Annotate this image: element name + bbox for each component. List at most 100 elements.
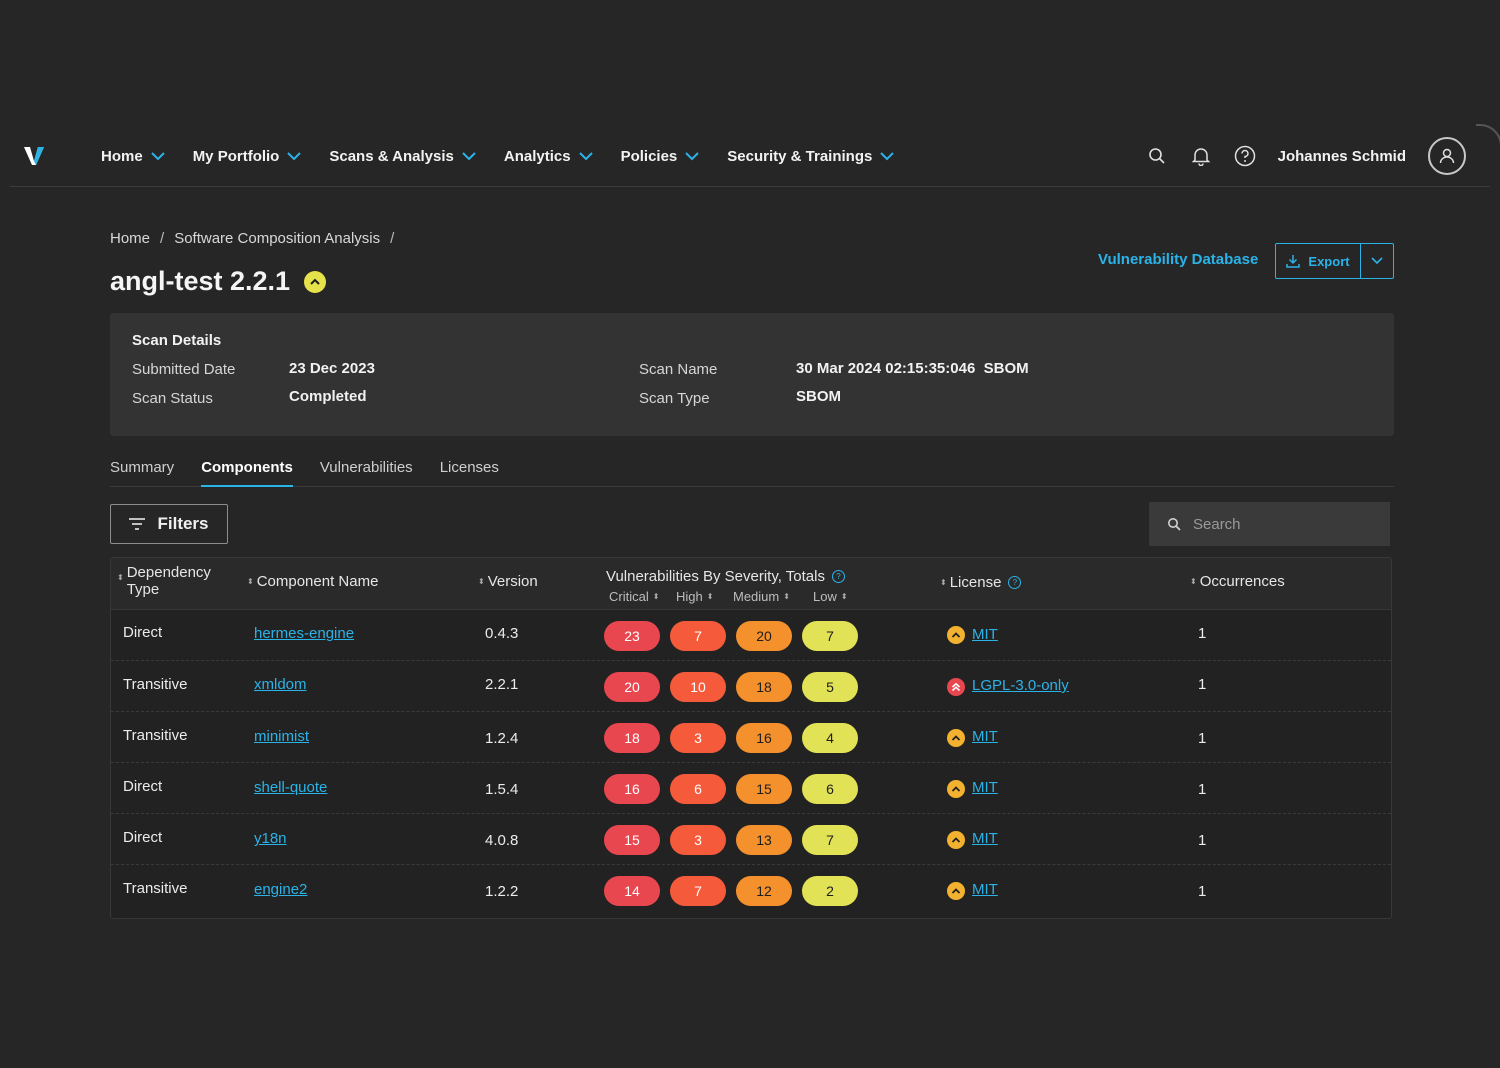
header-critical-label: Critical: [609, 589, 649, 604]
medium-count-pill[interactable]: 18: [736, 672, 792, 702]
cell-license-link[interactable]: MIT: [972, 779, 998, 796]
nav-scans-analysis[interactable]: Scans & Analysis: [329, 148, 476, 165]
export-button-group: Export: [1275, 243, 1394, 279]
header-component-name[interactable]: ⬍ Component Name: [247, 573, 378, 590]
sort-icon: ⬍: [117, 573, 124, 582]
tab-summary[interactable]: Summary: [110, 459, 175, 476]
high-count-pill[interactable]: 3: [670, 825, 726, 855]
nav-analytics[interactable]: Analytics: [504, 148, 593, 165]
critical-count-pill[interactable]: 20: [604, 672, 660, 702]
nav-my-portfolio[interactable]: My Portfolio: [193, 148, 302, 165]
high-count-pill[interactable]: 10: [670, 672, 726, 702]
bell-icon[interactable]: [1190, 145, 1212, 167]
cell-license-link[interactable]: MIT: [972, 728, 998, 745]
chevron-down-icon: [462, 152, 476, 161]
cell-component-name-link[interactable]: xmldom: [254, 676, 307, 693]
main-menu: Home My Portfolio Scans & Analysis Analy…: [101, 126, 922, 186]
high-count-pill[interactable]: 7: [670, 621, 726, 651]
chevron-down-icon: [880, 152, 895, 161]
table-header: ⬍ Dependency Type ⬍ Component Name ⬍ Ver…: [111, 558, 1391, 610]
cell-component-name-link[interactable]: hermes-engine: [254, 625, 355, 642]
sort-icon: ⬍: [940, 577, 947, 587]
low-count-pill[interactable]: 5: [802, 672, 858, 702]
cell-version: 1.2.4: [485, 730, 519, 747]
header-high[interactable]: High ⬍: [676, 589, 713, 604]
export-dropdown-button[interactable]: [1361, 244, 1393, 278]
cell-component-name-link[interactable]: minimist: [254, 728, 309, 745]
license-risk-medium-icon: [947, 831, 965, 849]
nav-policies[interactable]: Policies: [621, 148, 700, 165]
license-risk-medium-icon: [947, 729, 965, 747]
export-button[interactable]: Export: [1276, 244, 1361, 278]
scan-details-card: Scan Details Submitted Date 23 Dec 2023 …: [110, 313, 1394, 436]
help-icon[interactable]: ?: [832, 570, 845, 583]
header-medium-label: Medium: [733, 589, 780, 604]
table-row: Transitive engine2 1.2.2 14 7 12 2 MIT 1: [111, 864, 1391, 915]
critical-count-pill[interactable]: 14: [604, 876, 660, 906]
filters-button[interactable]: Filters: [110, 504, 228, 544]
cell-license-link[interactable]: MIT: [972, 626, 998, 643]
breadcrumb-separator: /: [390, 230, 395, 247]
search-icon[interactable]: [1146, 145, 1168, 167]
low-count-pill[interactable]: 2: [802, 876, 858, 906]
cell-license-link[interactable]: MIT: [972, 881, 998, 898]
cell-dependency-type: Direct: [123, 778, 163, 795]
low-count-pill[interactable]: 7: [802, 825, 858, 855]
tab-vulnerabilities[interactable]: Vulnerabilities: [319, 459, 413, 476]
search-input[interactable]: [1191, 514, 1375, 534]
help-icon[interactable]: [1234, 145, 1256, 167]
window-corner-decoration: [1476, 124, 1500, 150]
cell-version: 0.4.3: [485, 625, 519, 642]
header-high-label: High: [676, 589, 703, 604]
cell-component-name-link[interactable]: y18n: [254, 830, 287, 847]
cell-license-link[interactable]: MIT: [972, 830, 998, 847]
cell-component-name-link[interactable]: engine2: [254, 881, 308, 898]
vulnerability-database-link[interactable]: Vulnerability Database: [1098, 251, 1259, 268]
header-medium[interactable]: Medium ⬍: [733, 589, 790, 604]
high-count-pill[interactable]: 3: [670, 723, 726, 753]
critical-count-pill[interactable]: 18: [604, 723, 660, 753]
page-title-text: angl-test 2.2.1: [110, 266, 291, 296]
low-count-pill[interactable]: 7: [802, 621, 858, 651]
cell-version: 1.2.2: [485, 883, 519, 900]
cell-component-name-link[interactable]: shell-quote: [254, 779, 328, 796]
header-low[interactable]: Low ⬍: [813, 589, 848, 604]
header-dependency-type[interactable]: ⬍ Dependency Type: [117, 564, 211, 598]
table-row: Transitive xmldom 2.2.1 20 10 18 5 LGPL-…: [111, 660, 1391, 712]
header-version[interactable]: ⬍ Version: [478, 573, 538, 590]
medium-count-pill[interactable]: 20: [736, 621, 792, 651]
logo-icon[interactable]: [22, 144, 46, 168]
cell-license-link[interactable]: LGPL-3.0-only: [972, 677, 1069, 694]
medium-count-pill[interactable]: 15: [736, 774, 792, 804]
medium-count-pill[interactable]: 12: [736, 876, 792, 906]
help-icon[interactable]: ?: [1008, 576, 1022, 589]
critical-count-pill[interactable]: 16: [604, 774, 660, 804]
tab-licenses[interactable]: Licenses: [439, 459, 499, 476]
cell-dependency-type: Direct: [123, 624, 163, 641]
export-label: Export: [1308, 253, 1350, 269]
user-name[interactable]: Johannes Schmid: [1277, 147, 1406, 165]
header-low-label: Low: [813, 589, 837, 604]
low-count-pill[interactable]: 4: [802, 723, 858, 753]
medium-count-pill[interactable]: 13: [736, 825, 792, 855]
high-count-pill[interactable]: 7: [670, 876, 726, 906]
breadcrumb-home[interactable]: Home: [110, 230, 151, 247]
user-avatar-icon[interactable]: [1428, 137, 1466, 175]
critical-count-pill[interactable]: 23: [604, 621, 660, 651]
nav-home[interactable]: Home: [101, 148, 165, 165]
nav-analytics-label: Analytics: [503, 147, 571, 165]
high-count-pill[interactable]: 6: [670, 774, 726, 804]
medium-count-pill[interactable]: 16: [736, 723, 792, 753]
top-navigation: Home My Portfolio Scans & Analysis Analy…: [10, 126, 1490, 187]
header-occurrences[interactable]: ⬍ Occurrences: [1190, 573, 1285, 590]
low-count-pill[interactable]: 6: [802, 774, 858, 804]
critical-count-pill[interactable]: 15: [604, 825, 660, 855]
header-license[interactable]: ⬍ License ?: [940, 574, 1022, 591]
nav-my-portfolio-label: My Portfolio: [192, 147, 280, 165]
nav-security-trainings[interactable]: Security & Trainings: [727, 148, 895, 165]
filter-icon: [129, 518, 146, 530]
tab-components[interactable]: Components: [201, 450, 293, 487]
breadcrumb-sca[interactable]: Software Composition Analysis: [174, 230, 381, 247]
header-component-name-label: Component Name: [256, 573, 379, 590]
header-critical[interactable]: Critical ⬍: [609, 589, 659, 604]
